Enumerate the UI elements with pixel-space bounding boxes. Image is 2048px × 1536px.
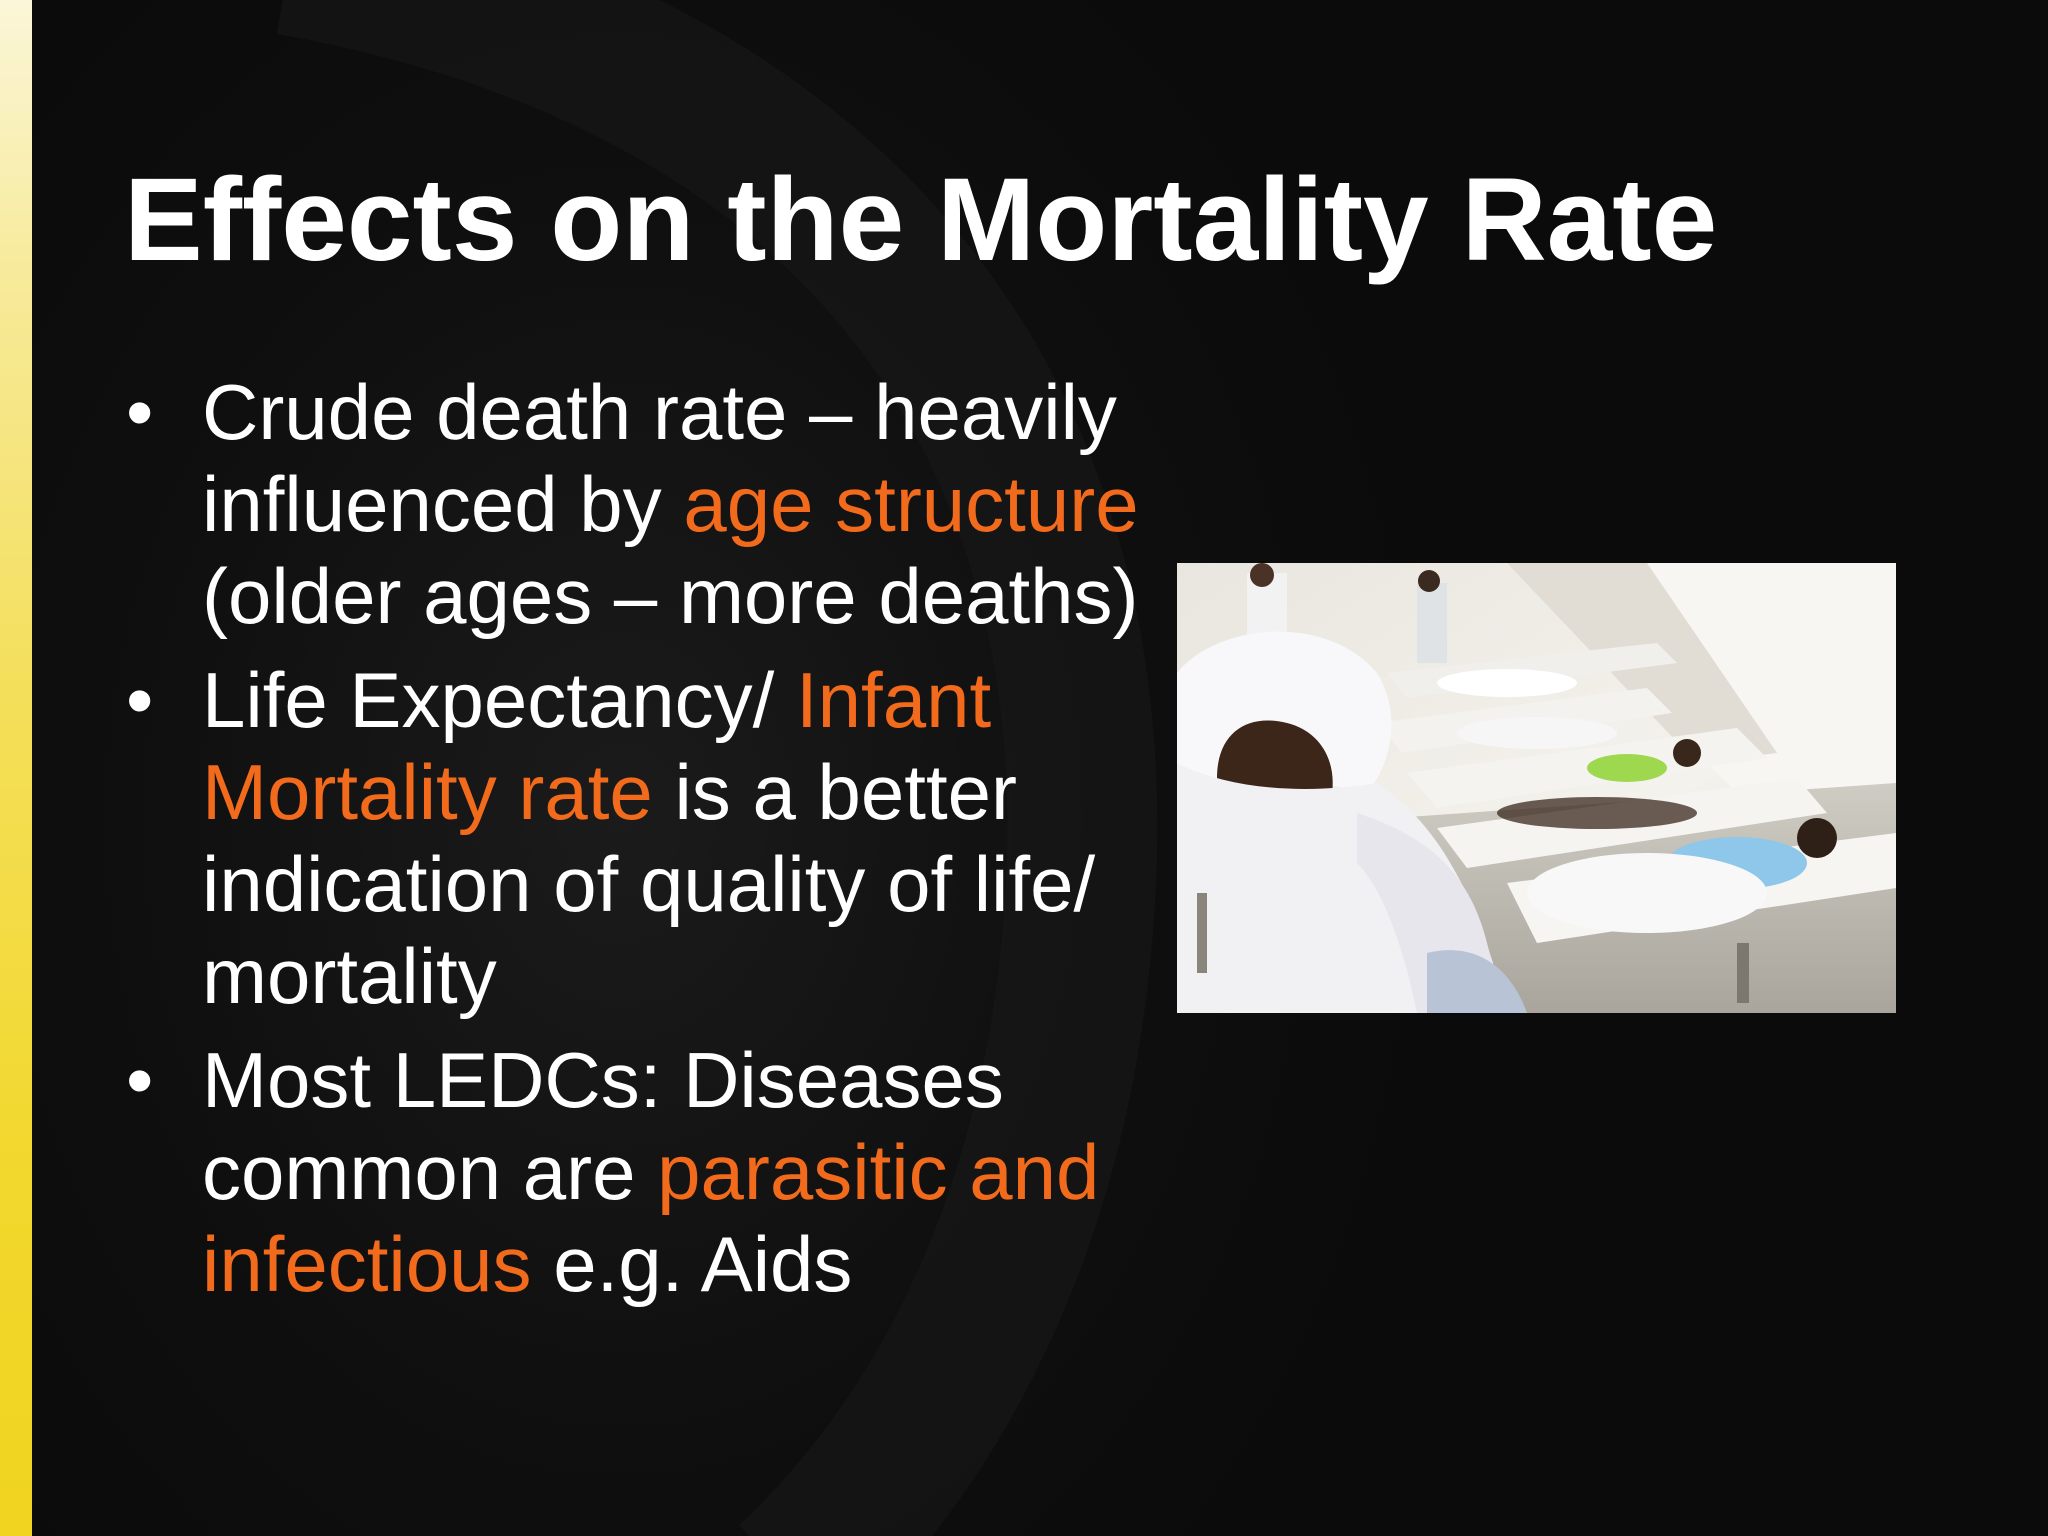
bullet-item: • Most LEDCs: Diseases common are parasi… bbox=[124, 1034, 1144, 1310]
photo-patients-in-tent-clinic-icon bbox=[1177, 563, 1896, 1013]
bullet-text: (older ages – more deaths) bbox=[202, 552, 1139, 640]
bullet-text: e.g. Aids bbox=[531, 1220, 853, 1308]
bullet-text: Crude death rate – heavily influenced by bbox=[202, 368, 1117, 548]
bullet-item: • Life Expectancy/ Infant Mortality rate… bbox=[124, 654, 1144, 1022]
bullet-highlight: Infant Mortality rate bbox=[202, 656, 992, 836]
bullet-list: • Crude death rate – heavily influenced … bbox=[124, 366, 1144, 1322]
bullet-text: Life Expectancy/ bbox=[202, 656, 796, 744]
edge-accent-bar bbox=[0, 0, 32, 1536]
patients-photo bbox=[1177, 563, 1896, 1013]
bullet-text: Most LEDCs: Diseases common are bbox=[202, 1036, 1004, 1216]
bullet-marker: • bbox=[126, 656, 154, 744]
bullet-highlight: parasitic and infectious bbox=[202, 1128, 1100, 1308]
bullet-marker: • bbox=[126, 1036, 154, 1124]
bullet-text: is a better indication of quality of lif… bbox=[202, 748, 1096, 1020]
slide-title: Effects on the Mortality Rate bbox=[124, 154, 1718, 286]
background-swoosh bbox=[276, 0, 1158, 1536]
bullet-highlight: age structure bbox=[683, 460, 1139, 548]
bullet-item: • Crude death rate – heavily influenced … bbox=[124, 366, 1144, 642]
bullet-marker: • bbox=[126, 368, 154, 456]
